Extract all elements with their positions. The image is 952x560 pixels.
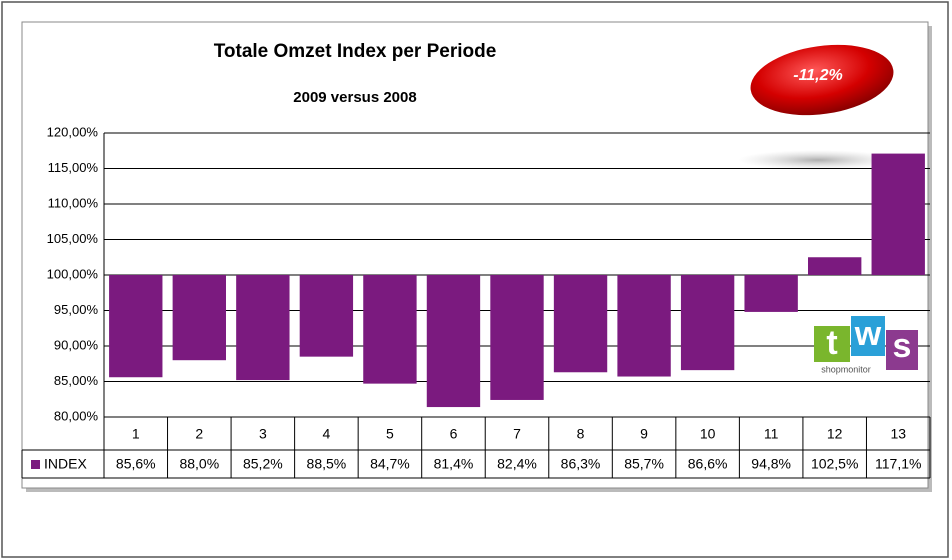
logo-box — [886, 330, 918, 370]
y-tick-label: 85,00% — [54, 373, 99, 388]
legend-label: INDEX — [44, 456, 87, 472]
value-label: 84,7% — [370, 456, 410, 472]
value-label: 85,7% — [624, 456, 664, 472]
x-tick-label: 4 — [322, 426, 330, 442]
value-label: 88,5% — [307, 456, 347, 472]
logo: t w s shopmonitor — [814, 315, 918, 374]
bar — [426, 275, 481, 408]
logo-letter: s — [893, 327, 912, 365]
logo-letter: t — [826, 324, 837, 362]
value-label: 102,5% — [811, 456, 858, 472]
y-tick-label: 95,00% — [54, 302, 99, 317]
annotation-shadow — [738, 150, 898, 170]
y-tick-label: 80,00% — [54, 408, 99, 423]
logo-box — [814, 326, 850, 362]
y-tick-label: 90,00% — [54, 337, 99, 352]
y-tick-label: 110,00% — [48, 195, 99, 210]
bar — [363, 275, 417, 384]
value-label: 88,0% — [179, 456, 219, 472]
bar — [490, 275, 544, 400]
x-tick-label: 7 — [513, 426, 521, 442]
annotation-badge — [750, 44, 894, 116]
bar — [808, 257, 862, 275]
chart-title: Totale Omzet Index per Periode — [214, 41, 497, 62]
x-tick-label: 11 — [764, 426, 779, 442]
x-tick-label: 5 — [386, 426, 394, 442]
x-tick-label: 12 — [827, 426, 843, 442]
logo-letter: w — [854, 315, 882, 353]
x-tick-label: 1 — [132, 426, 140, 442]
x-tick-label: 8 — [577, 426, 585, 442]
value-label: 86,3% — [561, 456, 601, 472]
bar — [236, 275, 290, 381]
logo-box — [851, 316, 885, 356]
value-label: 85,6% — [116, 456, 156, 472]
value-label: 82,4% — [497, 456, 537, 472]
bar — [553, 275, 608, 373]
value-label: 117,1% — [875, 456, 921, 472]
x-tick-label: 13 — [890, 426, 906, 442]
bar — [617, 275, 671, 377]
bar — [680, 275, 735, 371]
x-tick-label: 9 — [640, 426, 648, 442]
annotation: -11,2% — [793, 67, 843, 84]
chart-subtitle: 2009 versus 2008 — [293, 89, 416, 106]
x-tick-label: 3 — [259, 426, 267, 442]
bar — [871, 153, 925, 275]
bar — [744, 275, 798, 312]
bar — [109, 275, 163, 378]
value-label: 81,4% — [434, 456, 474, 472]
x-tick-label: 6 — [450, 426, 458, 442]
y-tick-label: 115,00% — [48, 160, 99, 175]
y-tick-label: 105,00% — [47, 231, 99, 246]
value-label: 85,2% — [243, 456, 283, 472]
x-tick-label: 2 — [195, 426, 203, 442]
bar — [299, 275, 354, 357]
legend-swatch — [31, 460, 40, 469]
bar — [172, 275, 226, 361]
value-label: 86,6% — [688, 456, 728, 472]
x-tick-label: 10 — [700, 426, 716, 442]
logo-subtext: shopmonitor — [821, 364, 871, 374]
y-tick-label: 120,00% — [47, 124, 99, 139]
y-tick-label: 100,00% — [47, 266, 99, 281]
value-label: 94,8% — [751, 456, 791, 472]
